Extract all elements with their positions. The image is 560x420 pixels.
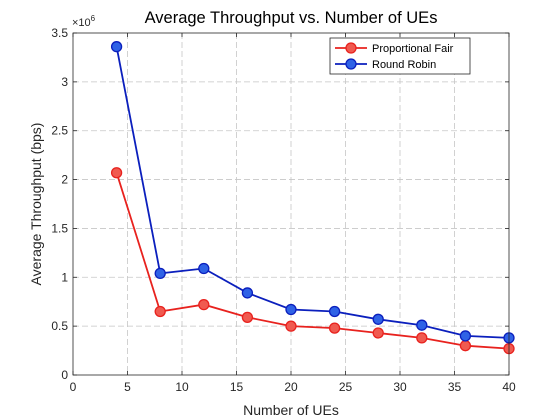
data-point-round-robin [154, 267, 166, 280]
x-tick-label: 5 [124, 380, 131, 394]
x-tick-label: 10 [175, 380, 189, 394]
data-point-round-robin [110, 41, 123, 53]
data-point-proportional-fair [285, 320, 297, 332]
x-tick-label: 20 [284, 380, 298, 394]
series-round-robin [110, 41, 515, 344]
x-axis: 0 5 10 15 20 25 30 35 40 [70, 33, 516, 394]
y-tick-label: 1 [61, 270, 68, 284]
y-tick-label: 2.5 [51, 124, 68, 138]
y-tick-label: 2 [61, 173, 68, 187]
series-layer [110, 41, 515, 355]
y-tick-label: 3.5 [51, 26, 68, 40]
legend-marker [345, 58, 357, 70]
data-point-round-robin [372, 313, 384, 325]
legend-marker [345, 42, 357, 54]
y-axis-exponent-base: ×10 [72, 17, 91, 29]
legend-label: Round Robin [372, 59, 436, 71]
x-tick-label: 25 [339, 380, 353, 394]
data-point-proportional-fair [154, 305, 166, 318]
chart-title: Average Throughput vs. Number of UEs [145, 9, 438, 27]
data-point-proportional-fair [372, 327, 384, 339]
data-point-proportional-fair [110, 167, 123, 179]
y-tick-label: 1.5 [51, 221, 68, 235]
data-point-round-robin [241, 287, 254, 299]
data-point-proportional-fair [328, 322, 341, 334]
y-axis-label: Average Throughput (bps) [28, 123, 44, 286]
x-axis-label: Number of UEs [243, 402, 339, 418]
legend: Proportional Fair Round Robin [329, 37, 471, 75]
data-point-proportional-fair [241, 311, 254, 323]
data-point-round-robin [328, 305, 341, 318]
y-tick-label: 0 [61, 368, 68, 382]
x-tick-label: 35 [448, 380, 462, 394]
data-point-proportional-fair [198, 298, 210, 311]
x-tick-label: 0 [70, 380, 77, 394]
series-line-round-robin [115, 46, 510, 339]
data-point-proportional-fair [459, 340, 472, 352]
y-tick-label: 3 [61, 75, 68, 89]
series-proportional-fair [110, 167, 515, 355]
data-point-round-robin [285, 303, 297, 316]
y-axis-exponent: ×106 [72, 14, 96, 29]
x-tick-label: 30 [393, 380, 407, 394]
data-point-round-robin [416, 319, 428, 331]
data-point-proportional-fair [416, 332, 428, 344]
y-axis-exponent-power: 6 [91, 14, 96, 23]
series-line-proportional-fair [115, 172, 510, 350]
x-tick-label: 40 [502, 380, 516, 394]
y-tick-label: 0.5 [51, 319, 68, 333]
data-point-round-robin [198, 262, 210, 275]
y-axis: 0 0.5 1 1.5 2 2.5 3 3.5 [51, 26, 509, 382]
legend-label: Proportional Fair [372, 43, 454, 55]
x-tick-label: 15 [230, 380, 244, 394]
data-point-round-robin [459, 330, 472, 342]
